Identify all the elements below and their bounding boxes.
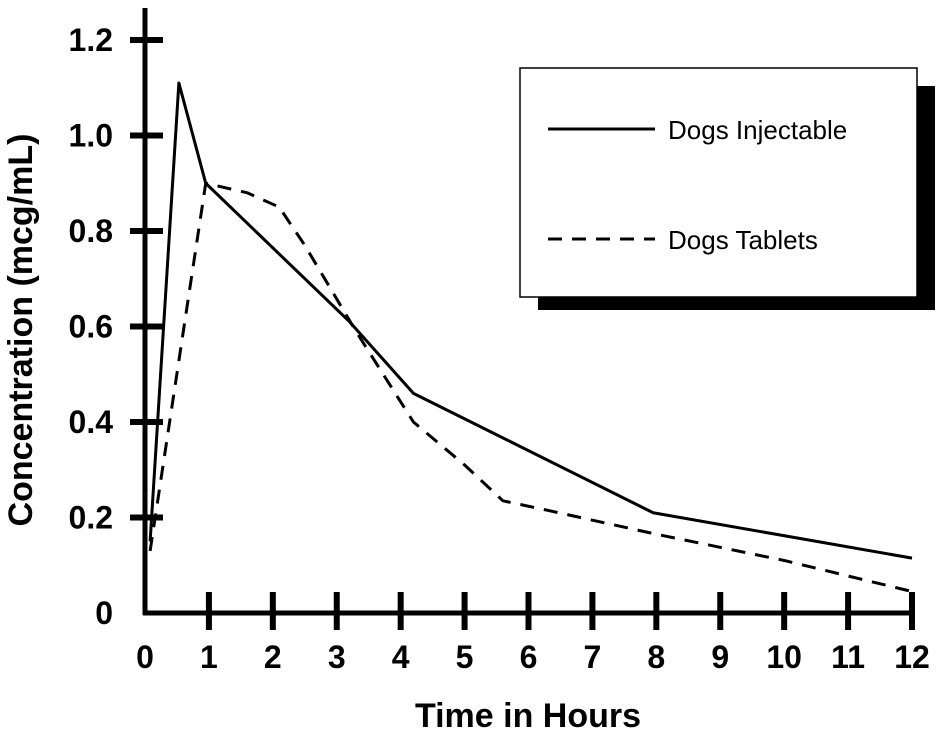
x-tick-label: 4	[392, 639, 410, 675]
y-tick-label: 1.0	[69, 118, 113, 154]
x-tick-label: 1	[200, 639, 218, 675]
legend-label-tablets: Dogs Tablets	[668, 225, 818, 255]
y-axis-label: Concentration (mcg/mL)	[2, 134, 40, 527]
x-tick-label: 9	[711, 639, 729, 675]
x-tick-label: 12	[894, 639, 930, 675]
x-tick-label: 6	[520, 639, 538, 675]
legend-box	[519, 67, 918, 298]
x-tick-label: 3	[328, 639, 346, 675]
axes: 00.20.40.60.81.01.20 1 2 3 4 5 6 7 8 9 10 11 12	[69, 8, 930, 675]
x-tick-label: 11	[831, 639, 865, 675]
x-tick-label: 10	[766, 639, 802, 675]
y-tick-label: 0.2	[69, 500, 113, 536]
y-tick-label: 1.2	[69, 22, 113, 58]
y-tick-label: 0.4	[69, 404, 114, 440]
legend-label-injectable: Dogs Injectable	[668, 115, 847, 145]
x-tick-label: 8	[647, 639, 665, 675]
y-tick-label: 0.8	[69, 213, 113, 249]
y-tick-label: 0	[95, 595, 113, 631]
legend: Dogs Injectable Dogs Tablets	[519, 67, 935, 310]
x-tick-label: 5	[456, 639, 474, 675]
x-tick-label: 7	[584, 639, 602, 675]
x-axis-label: Time in Hours	[415, 697, 641, 732]
x-tick-label: 0	[136, 639, 154, 675]
series-line-tablets	[148, 181, 913, 593]
x-tick-label: 2	[264, 639, 282, 675]
series-lines	[148, 81, 913, 593]
y-tick-label: 0.6	[69, 309, 113, 345]
